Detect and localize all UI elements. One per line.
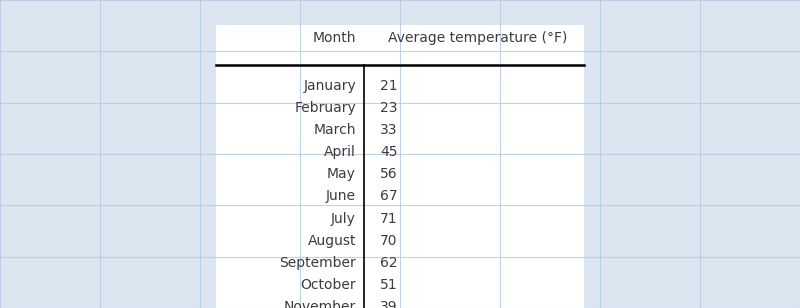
Text: September: September: [279, 256, 356, 270]
Text: 23: 23: [380, 101, 398, 115]
Text: 67: 67: [380, 189, 398, 203]
Text: Month: Month: [313, 31, 356, 45]
Text: 56: 56: [380, 167, 398, 181]
Text: August: August: [307, 234, 356, 248]
Text: 51: 51: [380, 278, 398, 292]
Text: 39: 39: [380, 300, 398, 308]
Text: Average temperature (°F): Average temperature (°F): [388, 31, 567, 45]
Text: July: July: [331, 212, 356, 225]
Text: 21: 21: [380, 79, 398, 92]
Text: 33: 33: [380, 123, 398, 137]
Text: November: November: [284, 300, 356, 308]
Text: January: January: [303, 79, 356, 92]
Text: February: February: [294, 101, 356, 115]
Text: 71: 71: [380, 212, 398, 225]
Text: 45: 45: [380, 145, 398, 159]
Text: March: March: [314, 123, 356, 137]
Text: June: June: [326, 189, 356, 203]
Text: April: April: [324, 145, 356, 159]
Text: 70: 70: [380, 234, 398, 248]
Text: May: May: [327, 167, 356, 181]
Text: 62: 62: [380, 256, 398, 270]
Text: October: October: [300, 278, 356, 292]
